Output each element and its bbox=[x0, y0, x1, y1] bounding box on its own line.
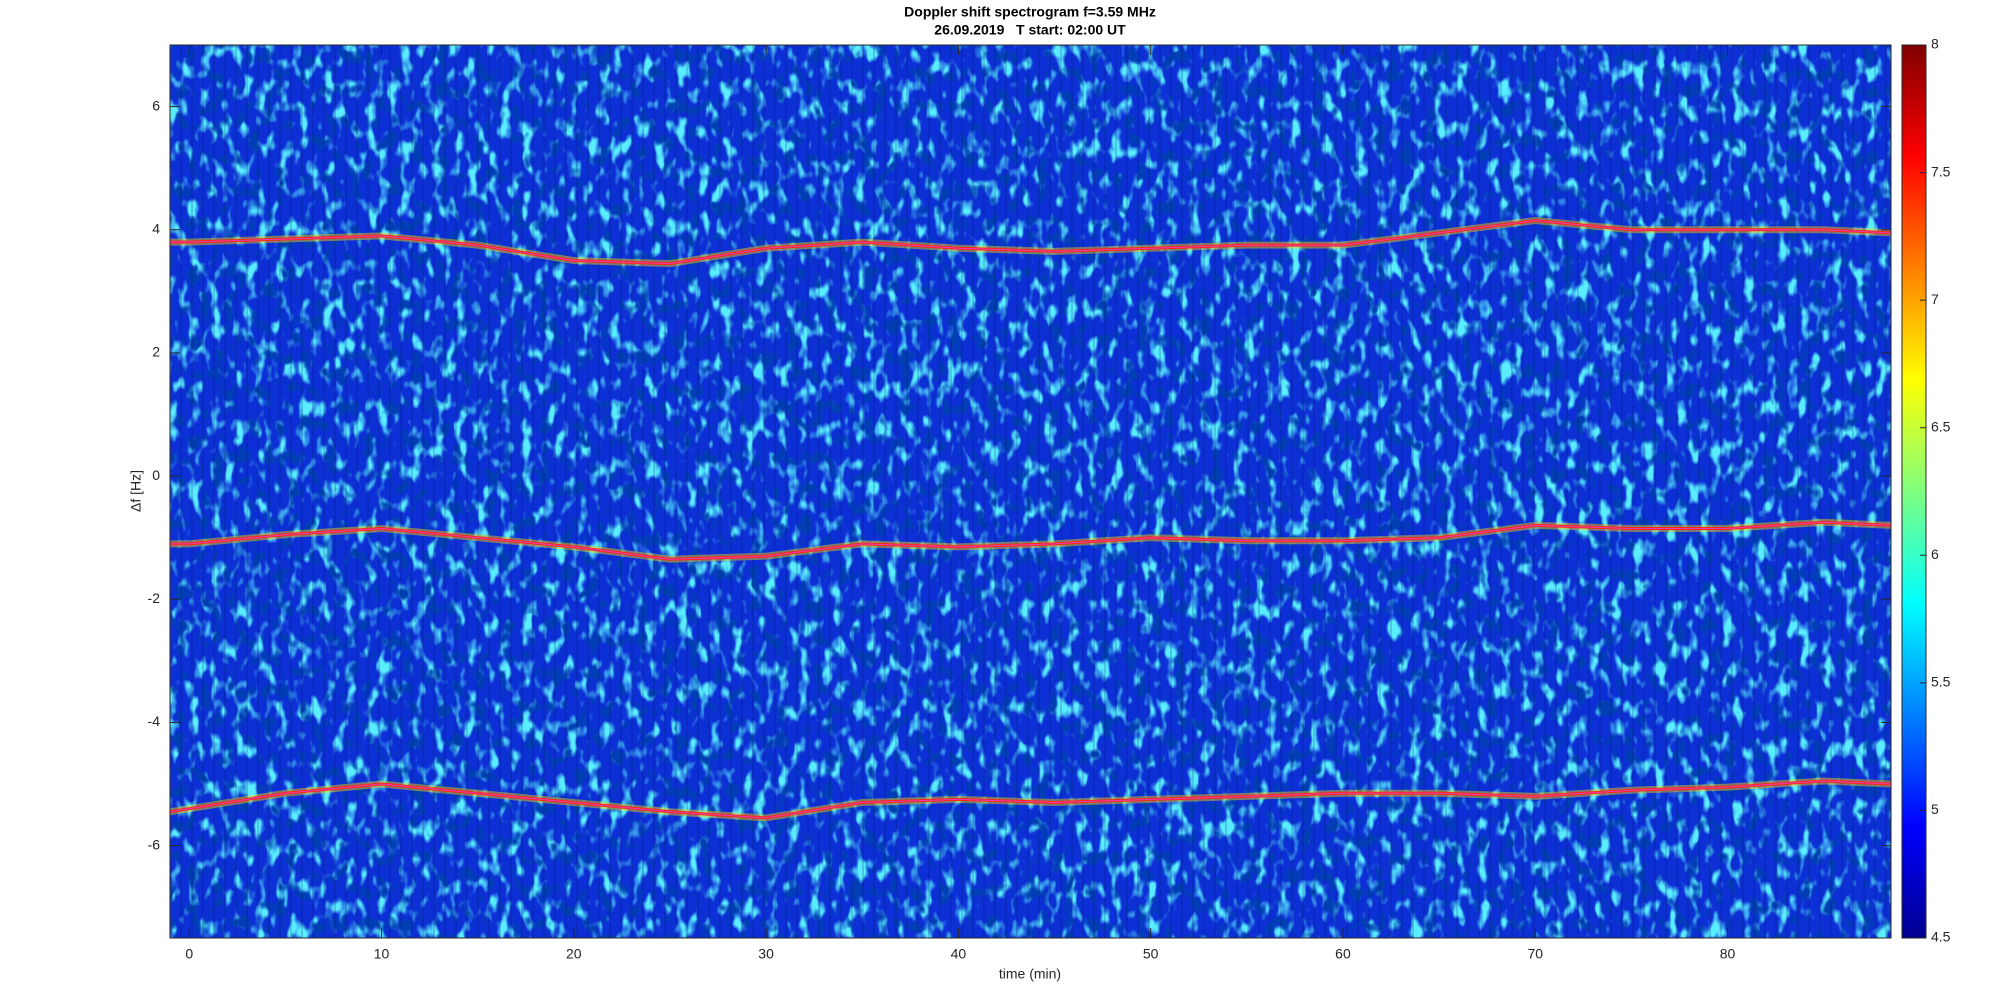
colorbar-tick-label: 7.5 bbox=[1931, 163, 1951, 179]
y-axis-label: Δf [Hz] bbox=[128, 470, 144, 512]
x-tick-label: 20 bbox=[566, 946, 582, 962]
colorbar-tick-label: 5 bbox=[1931, 801, 1939, 817]
x-tick-label: 30 bbox=[758, 946, 774, 962]
colorbar-tick-label: 5.5 bbox=[1931, 674, 1951, 690]
chart-title: Doppler shift spectrogram f=3.59 MHz bbox=[904, 4, 1156, 20]
x-tick-label: 40 bbox=[951, 946, 967, 962]
y-tick-label: 2 bbox=[152, 344, 160, 360]
y-tick-label: 4 bbox=[152, 220, 160, 236]
trace-overlay bbox=[170, 220, 1891, 265]
x-tick-label: 50 bbox=[1143, 946, 1159, 962]
colorbar bbox=[1901, 44, 1927, 939]
colorbar-tick-label: 4.5 bbox=[1931, 929, 1951, 945]
colorbar-tick-label: 8 bbox=[1931, 36, 1939, 52]
traces bbox=[170, 216, 1891, 822]
y-tick-label: 0 bbox=[152, 467, 160, 483]
x-tick-label: 0 bbox=[185, 946, 193, 962]
x-tick-label: 60 bbox=[1335, 946, 1351, 962]
colorbar-tick-label: 6.5 bbox=[1931, 418, 1951, 434]
y-tick-label: -6 bbox=[148, 836, 161, 852]
chart-subtitle: 26.09.2019 T start: 02:00 UT bbox=[934, 22, 1126, 38]
spectrogram-background bbox=[170, 45, 1891, 938]
y-tick-label: 6 bbox=[152, 97, 160, 113]
plot-frame bbox=[169, 44, 1892, 939]
x-tick-label: 70 bbox=[1527, 946, 1543, 962]
colorbar-tick-label: 7 bbox=[1931, 291, 1939, 307]
x-tick-label: 10 bbox=[374, 946, 390, 962]
trace-overlay bbox=[170, 521, 1891, 560]
colorbar-tick-label: 6 bbox=[1931, 546, 1939, 562]
x-tick-label: 80 bbox=[1720, 946, 1736, 962]
y-tick-label: -2 bbox=[148, 590, 161, 606]
trace-overlay bbox=[170, 780, 1891, 819]
x-axis-label: time (min) bbox=[999, 966, 1061, 982]
y-tick-label: -4 bbox=[148, 713, 161, 729]
